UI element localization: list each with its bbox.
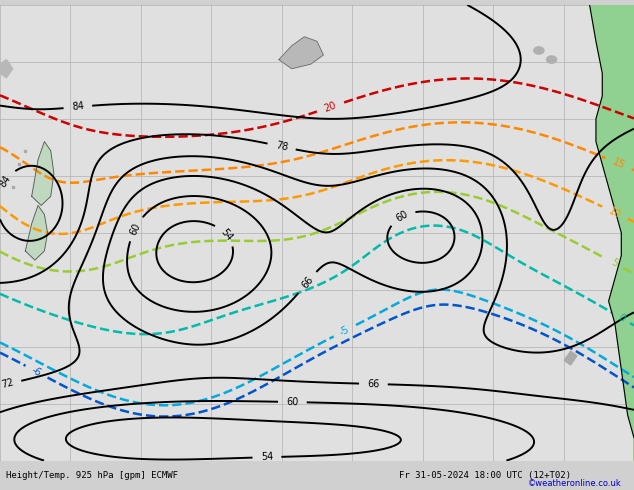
Polygon shape [564, 351, 577, 365]
Text: 84: 84 [0, 173, 13, 189]
Text: 60: 60 [286, 397, 299, 407]
Polygon shape [0, 60, 13, 78]
Text: 66: 66 [300, 274, 315, 291]
Circle shape [534, 47, 544, 54]
Text: Fr 31-05-2024 18:00 UTC (12+T02): Fr 31-05-2024 18:00 UTC (12+T02) [399, 471, 571, 480]
Text: 54: 54 [218, 226, 234, 243]
Text: 84: 84 [71, 101, 84, 112]
Text: 5: 5 [609, 257, 619, 269]
Circle shape [547, 56, 557, 63]
Polygon shape [32, 142, 54, 205]
Text: 72: 72 [0, 378, 15, 391]
Text: 15: 15 [611, 156, 626, 171]
Text: 10: 10 [607, 205, 623, 220]
Text: 0: 0 [616, 312, 626, 324]
Text: 66: 66 [367, 379, 380, 389]
Text: Height/Temp. 925 hPa [gpm] ECMWF: Height/Temp. 925 hPa [gpm] ECMWF [6, 471, 178, 480]
Polygon shape [25, 205, 48, 260]
Polygon shape [279, 37, 323, 69]
Text: 60: 60 [394, 209, 410, 224]
Text: 78: 78 [275, 140, 288, 153]
Text: 20: 20 [323, 100, 338, 114]
Text: -6: -6 [30, 365, 43, 378]
Polygon shape [590, 5, 634, 461]
Text: -5: -5 [338, 324, 351, 338]
Text: 54: 54 [261, 452, 273, 463]
Text: ©weatheronline.co.uk: ©weatheronline.co.uk [527, 479, 621, 488]
Text: 60: 60 [128, 221, 143, 237]
